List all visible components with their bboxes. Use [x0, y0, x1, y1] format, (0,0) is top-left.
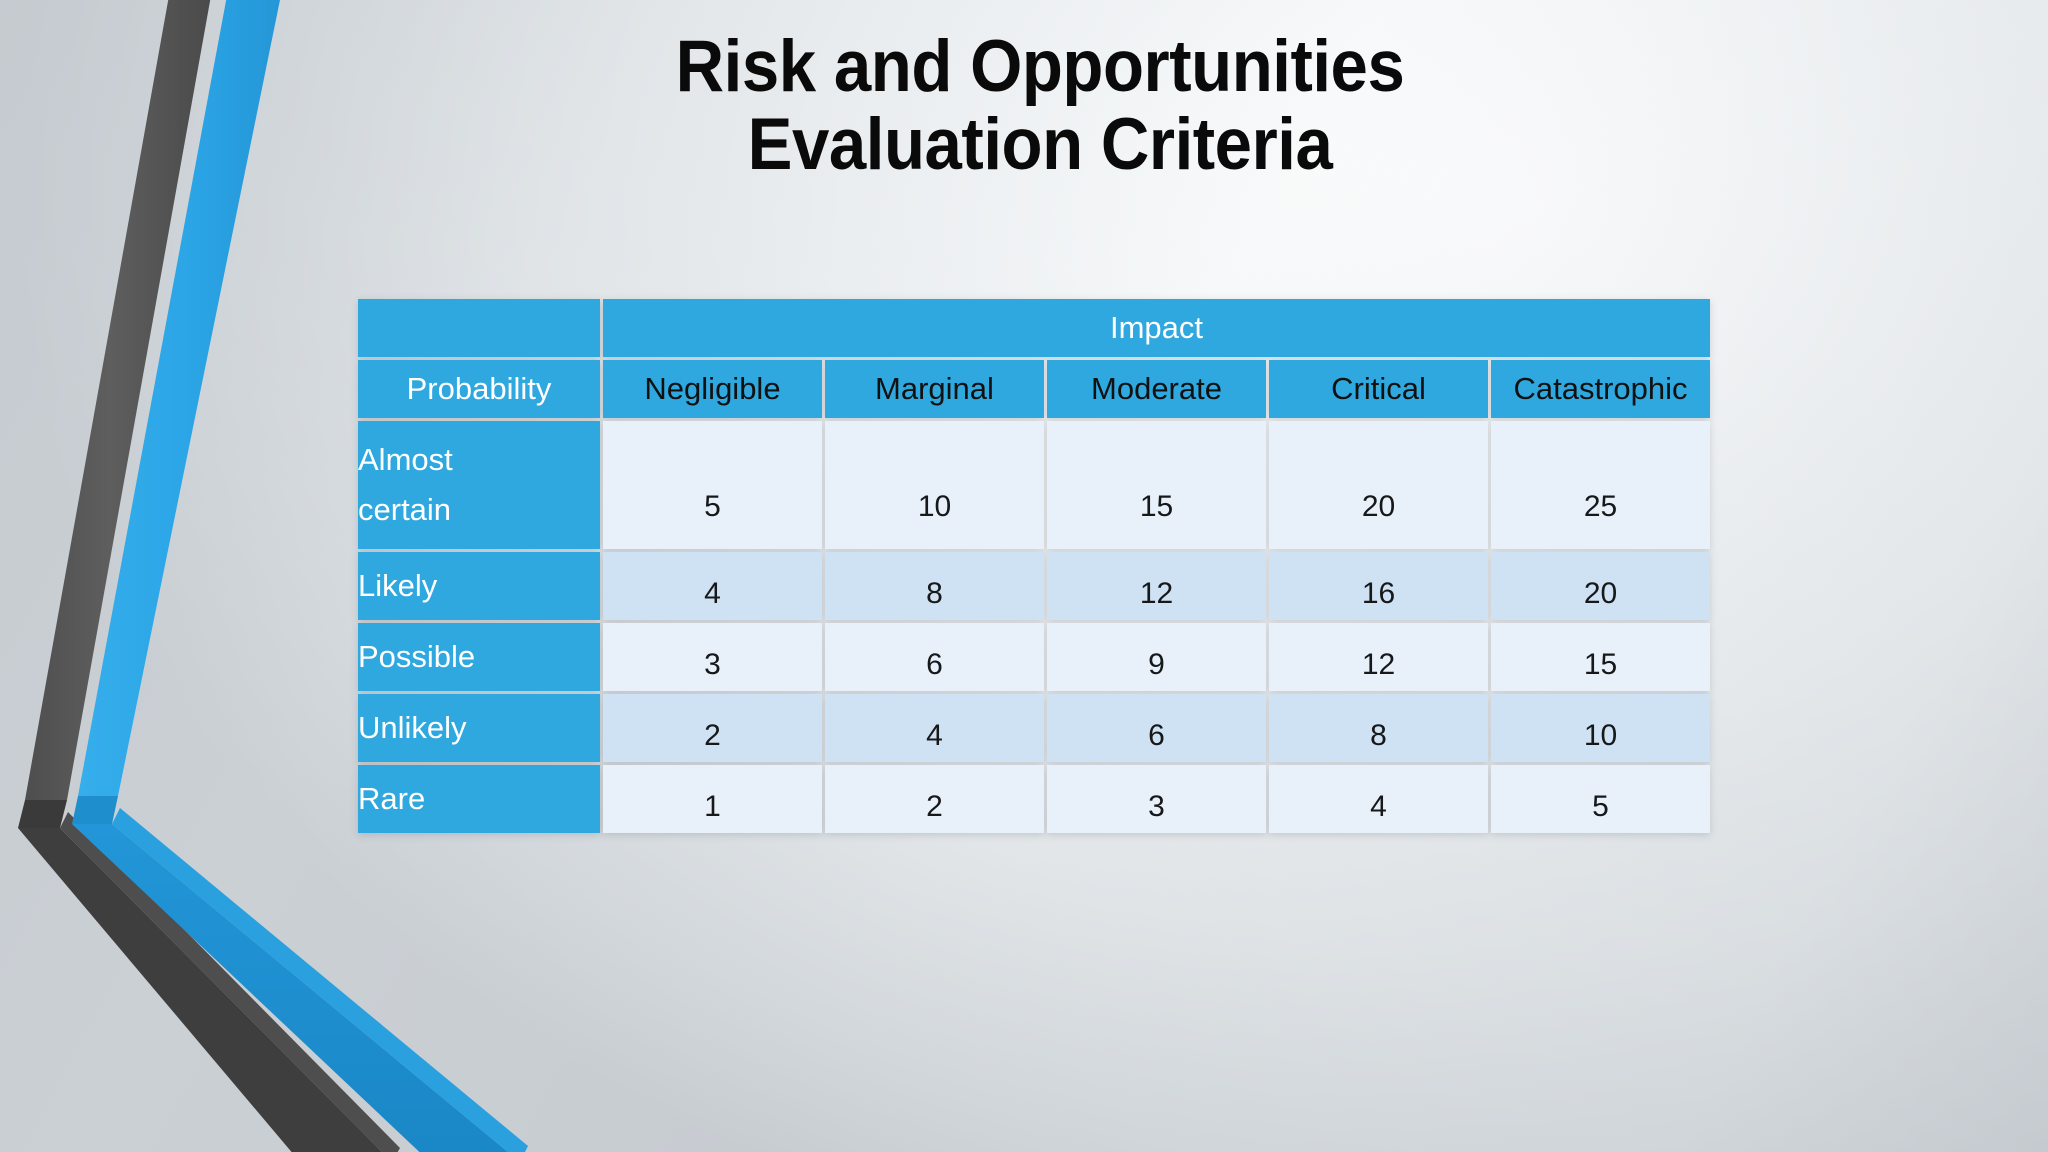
- risk-matrix-container: Impact Probability Negligible Marginal M…: [355, 296, 1711, 836]
- cell-possible-negligible: 3: [603, 623, 822, 691]
- cell-unlikely-moderate: 6: [1047, 694, 1266, 762]
- table-row: Possible 3 6 9 12 15: [358, 623, 1711, 691]
- cell-value: 6: [1148, 719, 1165, 752]
- title-line-1: Risk and Opportunities: [675, 26, 1405, 107]
- cell-possible-marginal: 6: [825, 623, 1044, 691]
- cell-value: 25: [1583, 490, 1618, 523]
- matrix-column-header-row: Probability Negligible Marginal Moderate…: [358, 360, 1711, 418]
- cell-unlikely-marginal: 4: [825, 694, 1044, 762]
- chevron-blue-upper-arm: [72, 0, 280, 824]
- cell-value: 20: [1583, 577, 1618, 610]
- cell-value: 16: [1361, 577, 1396, 610]
- cell-value: 6: [926, 648, 943, 681]
- cell-possible-moderate: 9: [1047, 623, 1266, 691]
- table-row: Likely 4 8 12 16 20: [358, 552, 1711, 620]
- cell-value: 1: [704, 790, 721, 823]
- impact-column-catastrophic: Catastrophic: [1491, 360, 1711, 418]
- cell-value: 12: [1361, 648, 1396, 681]
- cell-likely-catastrophic: 20: [1491, 552, 1711, 620]
- cell-almostcertain-catastrophic: 25: [1491, 421, 1711, 549]
- cell-value: 2: [704, 719, 721, 752]
- cell-rare-critical: 4: [1269, 765, 1488, 833]
- chevron-gray-upper-arm: [18, 0, 211, 828]
- cell-likely-moderate: 12: [1047, 552, 1266, 620]
- probability-header-cell: Probability: [358, 360, 600, 418]
- cell-likely-critical: 16: [1269, 552, 1488, 620]
- cell-unlikely-catastrophic: 10: [1491, 694, 1711, 762]
- table-row: Rare 1 2 3 4 5: [358, 765, 1711, 833]
- chevron-blue-lower-arm: [72, 808, 528, 1152]
- cell-value: 10: [917, 490, 952, 523]
- impact-column-critical: Critical: [1269, 360, 1488, 418]
- impact-column-moderate: Moderate: [1047, 360, 1266, 418]
- cell-value: 5: [704, 490, 721, 523]
- cell-rare-catastrophic: 5: [1491, 765, 1711, 833]
- cell-rare-marginal: 2: [825, 765, 1044, 833]
- table-row: Almost certain 5 10 15 20 25: [358, 421, 1711, 549]
- cell-likely-negligible: 4: [603, 552, 822, 620]
- row-label-line-1: Almost: [358, 441, 453, 477]
- cell-almostcertain-critical: 20: [1269, 421, 1488, 549]
- cell-value: 15: [1139, 490, 1174, 523]
- title-line-2: Evaluation Criteria: [747, 104, 1333, 186]
- matrix-head: Impact Probability Negligible Marginal M…: [358, 299, 1711, 418]
- cell-likely-marginal: 8: [825, 552, 1044, 620]
- row-label-possible: Possible: [358, 623, 600, 691]
- cell-value: 4: [704, 577, 721, 610]
- cell-unlikely-critical: 8: [1269, 694, 1488, 762]
- cell-value: 3: [704, 648, 721, 681]
- cell-value: 15: [1583, 648, 1618, 681]
- cell-unlikely-negligible: 2: [603, 694, 822, 762]
- cell-value: 8: [926, 577, 943, 610]
- cell-value: 9: [1148, 648, 1165, 681]
- cell-almostcertain-marginal: 10: [825, 421, 1044, 549]
- matrix-body: Almost certain 5 10 15 20 25 Likely 4 8 …: [358, 421, 1711, 833]
- cell-value: 20: [1361, 490, 1396, 523]
- cell-value: 3: [1148, 790, 1165, 823]
- row-label-line-2: certain: [358, 492, 452, 527]
- page-title: Risk and Opportunities Evaluation Criter…: [360, 26, 1720, 186]
- impact-column-negligible: Negligible: [603, 360, 822, 418]
- table-row: Unlikely 2 4 6 8 10: [358, 694, 1711, 762]
- row-label-unlikely: Unlikely: [358, 694, 600, 762]
- cell-rare-negligible: 1: [603, 765, 822, 833]
- impact-header-cell: Impact: [603, 299, 1711, 357]
- cell-value: 4: [1370, 790, 1387, 823]
- row-label-rare: Rare: [358, 765, 600, 833]
- cell-value: 10: [1583, 719, 1618, 752]
- cell-value: 2: [926, 790, 943, 823]
- cell-almostcertain-moderate: 15: [1047, 421, 1266, 549]
- row-label-likely: Likely: [358, 552, 600, 620]
- cell-value: 4: [926, 719, 943, 752]
- cell-possible-critical: 12: [1269, 623, 1488, 691]
- row-label-almost-certain: Almost certain: [358, 421, 600, 549]
- cell-almostcertain-negligible: 5: [603, 421, 822, 549]
- cell-value: 12: [1139, 577, 1174, 610]
- cell-value: 5: [1592, 790, 1609, 823]
- cell-rare-moderate: 3: [1047, 765, 1266, 833]
- risk-matrix-table: Impact Probability Negligible Marginal M…: [355, 296, 1713, 836]
- matrix-corner-cell: [358, 299, 600, 357]
- matrix-impact-header-row: Impact: [358, 299, 1711, 357]
- cell-value: 8: [1370, 719, 1387, 752]
- cell-possible-catastrophic: 15: [1491, 623, 1711, 691]
- impact-column-marginal: Marginal: [825, 360, 1044, 418]
- chevron-gray-lower-arm: [18, 812, 400, 1152]
